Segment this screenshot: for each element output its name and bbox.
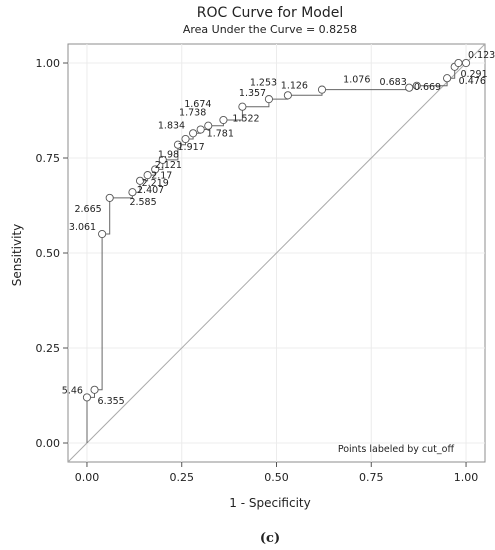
cutoff-point-label: 0.476 [459,76,486,87]
x-tick-label: 1.00 [454,471,479,484]
x-tick-label: 0.75 [359,471,384,484]
x-axis-title: 1 - Specificity [229,496,310,510]
y-tick-label: 0.75 [36,152,61,165]
cutoff-point-label: 2.17 [151,170,172,181]
x-axis-ticks: 0.00 0.25 0.50 0.75 1.00 [75,462,479,484]
cutoff-point-label: 1.522 [232,114,259,125]
cutoff-point-marker [238,102,247,111]
x-tick-label: 0.50 [264,471,289,484]
cutoff-point-label: 2.665 [74,204,101,215]
cutoff-point-marker [412,81,421,90]
cutoff-point-label: 1.357 [239,88,266,99]
cutoff-point-marker [173,140,182,149]
cutoff-point-marker [151,165,160,174]
cutoff-point-label: 0.669 [414,82,441,93]
cutoff-point-label: 1.253 [250,77,277,88]
cutoff-point-marker [143,171,152,180]
cutoff-point-label: 2.219 [142,178,169,189]
cutoff-point-label: 1.126 [281,81,308,92]
cutoff-point-label: 1.834 [158,120,185,131]
cutoff-point-marker [264,95,273,104]
cutoff-point-label: 2.121 [155,160,182,171]
cutoff-point-marker [82,393,92,402]
cutoff-point-label: 5.46 [62,385,83,396]
cutoff-point-marker [219,115,228,125]
cutoff-point-marker [196,125,205,134]
diagonal-line-extension [67,442,88,463]
diagonal-line-extension [465,43,486,64]
y-tick-label: 0.50 [36,247,61,260]
cutoff-point-label: 3.061 [69,222,96,233]
cutoff-point-label: 2.585 [129,197,156,208]
cutoff-point-marker [405,83,414,92]
cutoff-point-label: 6.355 [98,396,125,407]
figure-caption: (c) [260,531,280,546]
cutoff-point-label: 2.407 [137,185,164,196]
cutoff-point-marker [128,188,137,197]
cutoff-point-marker [98,229,107,239]
cutoff-point-marker [105,193,114,202]
cutoff-point-marker [135,176,145,185]
cutoff-points: 5.46 6.355 3.061 2.665 2.5852.4072.2192.172.… [62,50,495,407]
cutoff-point-marker [317,85,327,94]
cutoff-point-label: 1.738 [179,108,206,119]
y-tick-label: 0.00 [36,437,61,450]
chart-subtitle: Area Under the Curve = 0.8258 [183,23,357,36]
cutoff-point-marker [461,58,471,68]
cutoff-point-label: 0.123 [468,50,495,61]
diagonal-line [86,62,467,444]
cutoff-point-label: 0.683 [380,77,407,88]
cutoff-point-label: 1.781 [207,129,234,140]
cutoff-point-marker [443,74,452,83]
grid-lines [68,44,485,462]
reference-diagonal [67,43,486,463]
cutoff-point-label: 1.076 [343,75,370,86]
cutoff-point-marker [454,58,463,68]
cutoff-point-marker [90,385,99,394]
y-tick-label: 1.00 [36,57,61,70]
cutoff-point-marker [283,91,292,100]
y-axis-ticks: 0.00 0.25 0.50 0.75 1.00 [36,57,68,450]
cutoff-point-marker [158,155,167,164]
cutoff-point-label: 1.98 [158,150,179,161]
cutoff-point-marker [189,129,198,138]
points-note: Points labeled by cut_off [338,444,455,455]
cutoff-point-label: 1.917 [178,142,205,153]
chart-title: ROC Curve for Model [197,5,343,21]
x-tick-label: 0.00 [75,471,100,484]
y-tick-label: 0.25 [36,342,61,355]
y-axis-title: Sensitivity [10,224,24,286]
cutoff-point-marker [204,121,213,130]
cutoff-point-label: 0.291 [460,69,487,80]
x-tick-label: 0.25 [169,471,194,484]
cutoff-point-label: 1.674 [184,99,211,110]
cutoff-point-marker [181,134,190,144]
